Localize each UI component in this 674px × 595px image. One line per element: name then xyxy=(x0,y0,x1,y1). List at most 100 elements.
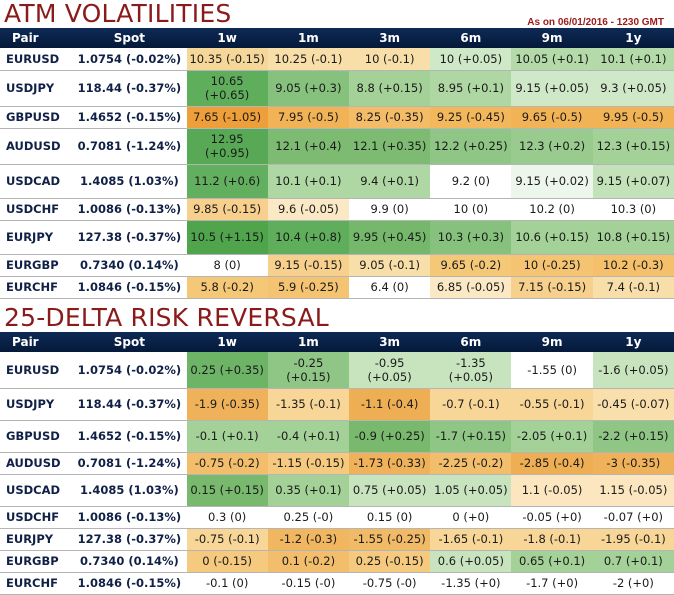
tenor-value-cell: 9.4 (+0.1) xyxy=(349,164,431,199)
tenor-value-cell: 0.25 (-0.15) xyxy=(349,550,431,573)
tenor-value-cell: -0.9 (+0.25) xyxy=(349,420,431,453)
tenor-value-cell: 0 (+0) xyxy=(430,506,512,529)
column-header-9m: 9m xyxy=(511,332,593,352)
tenor-value-cell: -3 (-0.35) xyxy=(592,452,674,475)
tenor-value-cell: -0.4 (+0.1) xyxy=(267,420,349,453)
tenor-value-cell: -1.2 (-0.3) xyxy=(267,528,349,551)
tenor-value-cell: 9.05 (-0.1) xyxy=(349,254,431,277)
tenor-value-cell: 0.25 (+0.35) xyxy=(186,352,268,389)
tenor-value-cell: 0.1 (-0.2) xyxy=(267,550,349,573)
atm-volatilities-title: ATM VOLATILITIES xyxy=(4,0,232,28)
column-header-1y: 1y xyxy=(592,332,674,352)
table-row: USDJPY 118.44 (-0.37%) 10.65 (+0.65) 9.05 (… xyxy=(0,70,674,107)
pair-cell: EURUSD xyxy=(0,48,73,71)
column-header-1m: 1m xyxy=(267,28,349,48)
pair-cell: EURGBP xyxy=(0,254,73,277)
tenor-value-cell: 10 (-0.1) xyxy=(349,48,431,71)
tenor-value-cell: 9.3 (+0.05) xyxy=(592,70,674,107)
as-of-timestamp: As on 06/01/2016 - 1230 GMT xyxy=(527,17,664,28)
tenor-value-cell: -2.85 (-0.4) xyxy=(511,452,593,475)
pair-cell: AUDUSD xyxy=(0,128,73,165)
table-row: EURGBP 0.7340 (0.14%) 0 (-0.15) 0.1 (-0.2) 0… xyxy=(0,550,674,573)
tenor-value-cell: 9.05 (+0.3) xyxy=(267,70,349,107)
table-header-row: Pair Spot 1w 1m 3m 6m 9m 1y xyxy=(0,332,674,352)
tenor-value-cell: -0.1 (0) xyxy=(186,572,268,595)
tenor-value-cell: 0.3 (0) xyxy=(186,506,268,529)
table-row: AUDUSD 0.7081 (-1.24%) 12.95 (+0.95) 12.1 (… xyxy=(0,128,674,165)
tenor-value-cell: -1.55 (0) xyxy=(511,352,593,389)
tenor-value-cell: -1.55 (-0.25) xyxy=(349,528,431,551)
pair-cell: USDCAD xyxy=(0,164,73,199)
tenor-value-cell: -1.15 (-0.15) xyxy=(267,452,349,475)
tenor-value-cell: -0.75 (-0.2) xyxy=(186,452,268,475)
tenor-value-cell: 9.15 (-0.15) xyxy=(267,254,349,277)
tenor-value-cell: 7.65 (-1.05) xyxy=(186,106,268,129)
tenor-value-cell: 9.15 (+0.05) xyxy=(511,70,593,107)
table-header-row: Pair Spot 1w 1m 3m 6m 9m 1y xyxy=(0,28,674,48)
pair-cell: GBPUSD xyxy=(0,106,73,129)
tenor-value-cell: -1.65 (-0.1) xyxy=(430,528,512,551)
spot-cell: 1.0754 (-0.02%) xyxy=(72,48,187,71)
spot-cell: 1.4652 (-0.15%) xyxy=(72,420,187,453)
tenor-value-cell: 10 (0) xyxy=(430,198,512,221)
tenor-value-cell: -0.75 (-0.1) xyxy=(186,528,268,551)
tenor-value-cell: 0.6 (+0.05) xyxy=(430,550,512,573)
tenor-value-cell: 9.6 (-0.05) xyxy=(267,198,349,221)
tenor-value-cell: 0.15 (+0.15) xyxy=(186,474,268,507)
table-row: USDCAD 1.4085 (1.03%) 0.15 (+0.15) 0.35 (+0… xyxy=(0,474,674,507)
tenor-value-cell: -0.07 (+0) xyxy=(592,506,674,529)
column-header-1y: 1y xyxy=(592,28,674,48)
tenor-value-cell: 9.95 (-0.5) xyxy=(592,106,674,129)
spot-cell: 1.0846 (-0.15%) xyxy=(72,572,187,595)
table-row: EURUSD 1.0754 (-0.02%) 10.35 (-0.15) 10.25 … xyxy=(0,48,674,71)
column-header-spot: Spot xyxy=(72,28,187,48)
spot-cell: 118.44 (-0.37%) xyxy=(72,388,187,421)
table-row: USDJPY 118.44 (-0.37%) -1.9 (-0.35) -1.35 (… xyxy=(0,388,674,421)
tenor-value-cell: -1.8 (-0.1) xyxy=(511,528,593,551)
tenor-value-cell: 0.75 (+0.05) xyxy=(349,474,431,507)
tenor-value-cell: 9.65 (-0.5) xyxy=(511,106,593,129)
column-header-pair: Pair xyxy=(0,28,73,48)
table-row: EURJPY 127.38 (-0.37%) -0.75 (-0.1) -1.2 (-… xyxy=(0,528,674,551)
risk-reversal-section: 25-DELTA RISK REVERSAL Pair Spot 1w 1m 3… xyxy=(0,304,674,595)
tenor-value-cell: -0.7 (-0.1) xyxy=(430,388,512,421)
tenor-value-cell: 10.4 (+0.8) xyxy=(267,220,349,255)
column-header-6m: 6m xyxy=(430,28,512,48)
tenor-value-cell: 1.15 (-0.05) xyxy=(592,474,674,507)
spot-cell: 0.7340 (0.14%) xyxy=(72,550,187,573)
tenor-value-cell: 10.2 (0) xyxy=(511,198,593,221)
tenor-value-cell: -2.2 (+0.15) xyxy=(592,420,674,453)
tenor-value-cell: -1.7 (+0.15) xyxy=(430,420,512,453)
tenor-value-cell: 10.2 (-0.3) xyxy=(592,254,674,277)
spot-cell: 1.4085 (1.03%) xyxy=(72,164,187,199)
tenor-value-cell: -0.25 (+0.15) xyxy=(267,352,349,389)
table-row: USDCHF 1.0086 (-0.13%) 9.85 (-0.15) 9.6 (-0… xyxy=(0,198,674,221)
tenor-value-cell: 10.65 (+0.65) xyxy=(186,70,268,107)
tenor-value-cell: 10.8 (+0.15) xyxy=(592,220,674,255)
column-header-3m: 3m xyxy=(349,332,431,352)
spot-cell: 0.7340 (0.14%) xyxy=(72,254,187,277)
tenor-value-cell: 7.95 (-0.5) xyxy=(267,106,349,129)
tenor-value-cell: 12.1 (+0.4) xyxy=(267,128,349,165)
spot-cell: 0.7081 (-1.24%) xyxy=(72,452,187,475)
table-row: EURGBP 0.7340 (0.14%) 8 (0) 9.15 (-0.15) 9.0… xyxy=(0,254,674,277)
risk-reversal-title: 25-DELTA RISK REVERSAL xyxy=(4,303,329,332)
tenor-value-cell: 9.9 (0) xyxy=(349,198,431,221)
tenor-value-cell: -0.55 (-0.1) xyxy=(511,388,593,421)
tenor-value-cell: 10.1 (+0.1) xyxy=(267,164,349,199)
tenor-value-cell: 7.4 (-0.1) xyxy=(592,276,674,299)
tenor-value-cell: 9.15 (+0.02) xyxy=(511,164,593,199)
tenor-value-cell: 10.1 (+0.1) xyxy=(592,48,674,71)
atm-volatilities-table: Pair Spot 1w 1m 3m 6m 9m 1y EURUSD 1.0754… xyxy=(0,28,674,299)
pair-cell: EURJPY xyxy=(0,528,73,551)
pair-cell: EURCHF xyxy=(0,276,73,299)
spot-cell: 1.4652 (-0.15%) xyxy=(72,106,187,129)
spot-cell: 1.4085 (1.03%) xyxy=(72,474,187,507)
tenor-value-cell: 10.35 (-0.15) xyxy=(186,48,268,71)
tenor-value-cell: 12.95 (+0.95) xyxy=(186,128,268,165)
tenor-value-cell: 12.2 (+0.25) xyxy=(430,128,512,165)
pair-cell: USDJPY xyxy=(0,70,73,107)
column-header-1w: 1w xyxy=(186,332,268,352)
table-row: EURCHF 1.0846 (-0.15%) 5.8 (-0.2) 5.9 (-0.2… xyxy=(0,276,674,299)
tenor-value-cell: 0.15 (0) xyxy=(349,506,431,529)
